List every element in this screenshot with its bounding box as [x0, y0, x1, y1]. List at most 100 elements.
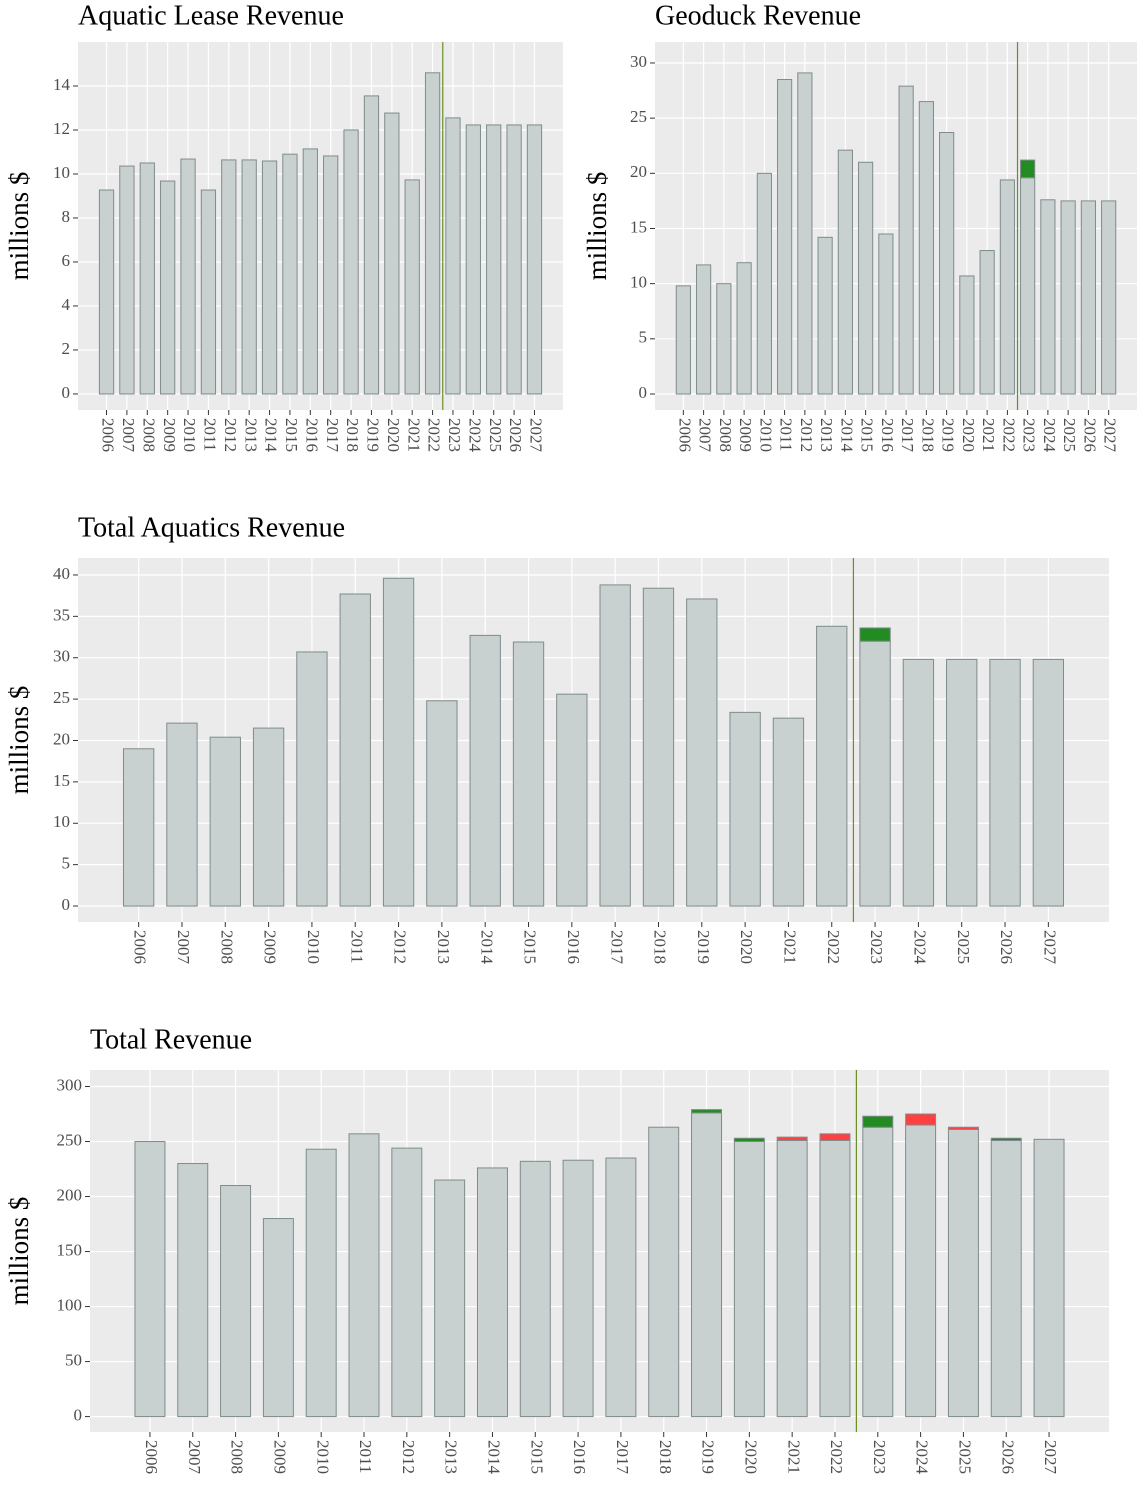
- x-tick-label: 2010: [756, 418, 775, 452]
- y-tick-label: 15: [630, 217, 647, 236]
- x-tick-label: 2012: [399, 1440, 418, 1474]
- bar: [605, 1157, 637, 1418]
- bar: [946, 658, 978, 907]
- x-tick-label: 2006: [131, 930, 150, 964]
- bar: [691, 1112, 723, 1418]
- bar: [343, 129, 359, 395]
- y-tick-label: 40: [53, 564, 70, 583]
- bar: [859, 627, 891, 642]
- bar: [599, 584, 631, 907]
- bar: [180, 158, 196, 395]
- y-axis-label: millions $: [4, 172, 34, 281]
- y-tick-label: 10: [53, 812, 70, 831]
- bar: [797, 72, 813, 395]
- x-tick-label: 2023: [867, 930, 886, 964]
- bar: [1060, 200, 1076, 395]
- bar: [979, 250, 995, 395]
- bar: [729, 711, 761, 907]
- bar: [98, 189, 115, 395]
- y-tick-label: 250: [57, 1130, 83, 1149]
- x-tick-label: 2015: [282, 418, 301, 452]
- x-tick-label: 2024: [465, 418, 484, 453]
- bar: [696, 264, 712, 395]
- bar: [959, 275, 975, 395]
- x-tick-label: 2021: [979, 418, 998, 452]
- bar: [776, 1139, 808, 1418]
- y-tick-label: 25: [630, 107, 647, 126]
- x-tick-label: 2017: [323, 418, 342, 453]
- bar: [862, 1126, 894, 1418]
- x-tick-label: 2023: [445, 418, 464, 452]
- y-tick-label: 14: [53, 75, 71, 94]
- bar: [556, 693, 588, 907]
- bar: [519, 1160, 551, 1418]
- x-tick-label: 2027: [1041, 1440, 1060, 1475]
- bar: [426, 700, 458, 907]
- x-tick-label: 2013: [442, 1440, 461, 1474]
- bar: [391, 1147, 423, 1418]
- x-tick-label: 2013: [241, 418, 260, 452]
- bar: [1080, 200, 1096, 395]
- chart-title: Total Revenue: [90, 1024, 252, 1055]
- x-tick-label: 2008: [217, 930, 236, 964]
- bar: [816, 625, 848, 907]
- bar: [878, 233, 894, 395]
- bar: [382, 577, 415, 907]
- x-tick-label: 2020: [737, 930, 756, 964]
- bar: [296, 651, 328, 907]
- bar: [675, 285, 691, 395]
- x-tick-label: 2019: [694, 930, 713, 964]
- y-tick-label: 15: [53, 771, 70, 790]
- bar: [686, 598, 718, 907]
- x-tick-label: 2013: [817, 418, 836, 452]
- bar: [898, 85, 914, 395]
- bar: [733, 1137, 765, 1143]
- bar: [122, 748, 155, 907]
- x-tick-label: 2010: [313, 1440, 332, 1474]
- bar: [819, 1133, 851, 1141]
- x-tick-label: 2019: [939, 418, 958, 452]
- x-tick-label: 2027: [1101, 418, 1120, 453]
- x-tick-label: 2010: [304, 930, 323, 964]
- x-tick-label: 2024: [913, 1440, 932, 1475]
- y-tick-label: 4: [62, 295, 71, 314]
- bar: [221, 159, 237, 395]
- x-tick-label: 2024: [910, 930, 929, 965]
- y-axis-label: millions $: [582, 172, 612, 281]
- y-tick-label: 0: [639, 383, 648, 402]
- x-tick-label: 2013: [434, 930, 453, 964]
- y-tick-label: 200: [57, 1185, 83, 1204]
- x-tick-label: 2020: [959, 418, 978, 452]
- chart: Aquatic Lease Revenue millions $ 0 2 4 6 8 10 12…: [4, 0, 563, 453]
- x-tick-label: 2023: [1020, 418, 1039, 452]
- bar: [819, 1139, 851, 1418]
- x-tick-label: 2022: [999, 418, 1018, 452]
- bar: [772, 717, 805, 907]
- y-tick-label: 10: [53, 163, 70, 182]
- bar: [134, 1141, 166, 1418]
- x-tick-label: 2026: [1080, 418, 1099, 452]
- x-tick-label: 2016: [878, 418, 897, 452]
- y-tick-label: 35: [53, 605, 70, 624]
- bar: [209, 736, 241, 907]
- x-tick-label: 2020: [741, 1440, 760, 1474]
- bar: [526, 124, 543, 395]
- bar: [862, 1115, 894, 1128]
- y-tick-label: 300: [57, 1075, 83, 1094]
- x-tick-label: 2010: [180, 418, 199, 452]
- x-tick-label: 2022: [425, 418, 444, 452]
- y-tick-label: 25: [53, 688, 70, 707]
- x-tick-label: 2012: [391, 930, 410, 964]
- bar: [562, 1159, 594, 1418]
- x-tick-label: 2009: [736, 418, 755, 452]
- x-tick-label: 2025: [954, 930, 973, 964]
- y-tick-label: 2: [62, 339, 71, 358]
- bar: [837, 149, 853, 395]
- bar: [918, 101, 934, 395]
- y-tick-label: 0: [62, 895, 71, 914]
- x-tick-label: 2021: [404, 418, 423, 452]
- bar: [384, 112, 400, 395]
- x-tick-label: 2021: [784, 1440, 803, 1474]
- x-tick-label: 2009: [160, 418, 179, 452]
- x-tick-label: 2011: [347, 930, 366, 963]
